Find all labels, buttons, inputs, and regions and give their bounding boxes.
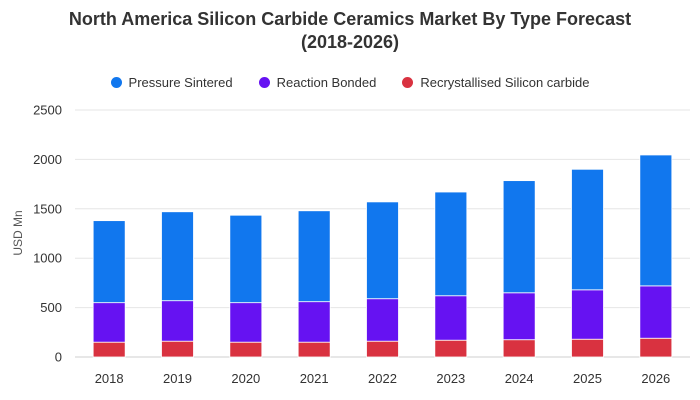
y-axis-title: USD Mn xyxy=(11,210,25,255)
y-axis-ticks: 0 500 1000 1500 2000 2500 xyxy=(33,103,62,365)
bar-reaction-bonded-2023[interactable] xyxy=(434,295,468,341)
chart-title-line-1: North America Silicon Carbide Ceramics M… xyxy=(68,9,632,29)
x-tick-label-2018: 2018 xyxy=(95,371,124,386)
legend-item-reaction-bonded[interactable]: Reaction Bonded xyxy=(258,75,377,90)
bar-pressure-sintered-2018[interactable] xyxy=(92,220,126,304)
x-tick-label-2021: 2021 xyxy=(300,371,329,386)
x-axis-ticks: 2018 2019 2020 2021 2022 2023 2024 2025 2026 xyxy=(95,371,671,386)
bar-recrystallised-silicon-carbide-2019[interactable] xyxy=(161,340,194,358)
bar-reaction-bonded-2022[interactable] xyxy=(366,298,399,342)
bar-recrystallised-silicon-carbide-2025[interactable] xyxy=(571,338,604,358)
y-tick-label-2000: 2000 xyxy=(33,152,62,167)
bar-pressure-sintered-2024[interactable] xyxy=(502,180,536,294)
x-tick-label-2024: 2024 xyxy=(505,371,534,386)
bar-pressure-sintered-2022[interactable] xyxy=(366,201,399,300)
bar-recrystallised-silicon-carbide-2023[interactable] xyxy=(434,339,468,358)
bar-recrystallised-silicon-carbide-2024[interactable] xyxy=(502,339,536,358)
legend-label-reaction-bonded: Reaction Bonded xyxy=(276,75,377,90)
x-tick-label-2022: 2022 xyxy=(368,371,397,386)
bar-recrystallised-silicon-carbide-2018[interactable] xyxy=(92,341,126,358)
bar-stacks xyxy=(92,154,673,358)
bar-reaction-bonded-2024[interactable] xyxy=(502,292,536,341)
bar-recrystallised-silicon-carbide-2022[interactable] xyxy=(366,340,399,358)
x-tick-label-2019: 2019 xyxy=(163,371,192,386)
chart-legend: Pressure Sintered Reaction Bonded Recrys… xyxy=(0,75,700,90)
legend-swatch-pressure-sintered xyxy=(110,77,122,88)
bar-pressure-sintered-2019[interactable] xyxy=(161,211,194,302)
chart-title-line-2: (2018-2026) xyxy=(300,32,400,52)
bar-reaction-bonded-2021[interactable] xyxy=(297,301,331,343)
bar-recrystallised-silicon-carbide-2021[interactable] xyxy=(297,341,331,358)
bar-pressure-sintered-2026[interactable] xyxy=(639,154,673,287)
bar-pressure-sintered-2021[interactable] xyxy=(297,210,331,303)
legend-label-recrystallised: Recrystallised Silicon carbide xyxy=(420,75,590,90)
x-tick-label-2025: 2025 xyxy=(573,371,602,386)
bar-recrystallised-silicon-carbide-2026[interactable] xyxy=(639,337,673,358)
y-tick-label-500: 500 xyxy=(40,300,62,315)
x-tick-label-2020: 2020 xyxy=(231,371,260,386)
chart-title: North America Silicon Carbide Ceramics M… xyxy=(0,8,700,54)
bar-reaction-bonded-2020[interactable] xyxy=(229,302,263,343)
bar-reaction-bonded-2019[interactable] xyxy=(161,300,194,342)
bar-pressure-sintered-2020[interactable] xyxy=(229,214,263,304)
bar-reaction-bonded-2018[interactable] xyxy=(92,302,126,343)
bar-reaction-bonded-2026[interactable] xyxy=(639,285,673,339)
y-tick-label-1000: 1000 xyxy=(33,251,62,266)
x-tick-label-2026: 2026 xyxy=(641,371,670,386)
legend-label-pressure-sintered: Pressure Sintered xyxy=(128,75,233,90)
legend-swatch-recrystallised xyxy=(402,77,414,88)
legend-item-pressure-sintered[interactable]: Pressure Sintered xyxy=(110,75,233,90)
bar-pressure-sintered-2025[interactable] xyxy=(571,168,604,291)
y-tick-label-0: 0 xyxy=(55,350,62,365)
y-tick-label-1500: 1500 xyxy=(33,201,62,216)
bar-recrystallised-silicon-carbide-2020[interactable] xyxy=(229,341,263,358)
legend-swatch-reaction-bonded xyxy=(258,77,270,88)
bar-reaction-bonded-2025[interactable] xyxy=(571,289,604,340)
y-tick-label-2500: 2500 xyxy=(33,103,62,118)
x-tick-label-2023: 2023 xyxy=(436,371,465,386)
bar-pressure-sintered-2023[interactable] xyxy=(434,191,468,297)
legend-item-recrystallised[interactable]: Recrystallised Silicon carbide xyxy=(402,75,589,90)
